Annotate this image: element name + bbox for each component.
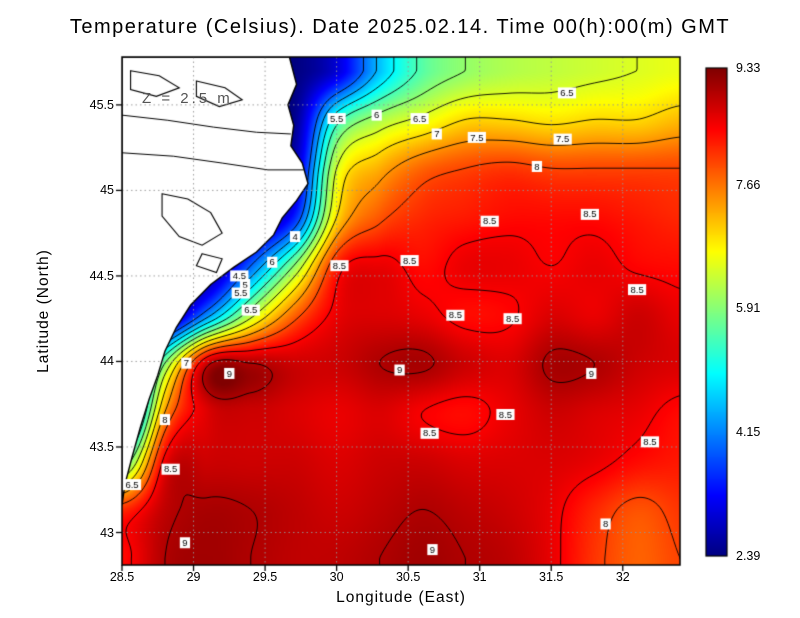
y-tick-label: 44 [100,354,114,369]
y-tick-label: 45.5 [89,97,114,112]
x-tick-label: 29 [186,570,201,584]
colorbar-tick-label: 9.33 [736,61,761,75]
x-tick-label: 31.5 [539,570,564,584]
x-tick-label: 30 [329,570,344,584]
y-tick-label: 43.5 [89,439,114,454]
colorbar-tick-label: 5.91 [736,301,761,316]
x-tick-label: 32 [615,570,630,584]
x-axis-label: Longitude (East) [336,589,466,606]
colorbar-tick-label: 4.15 [736,425,761,440]
x-tick-label: 28.5 [109,570,135,584]
x-tick-label: 29.5 [252,570,278,584]
colorbar-tick-label: 7.66 [736,178,761,193]
y-tick-label: 44.5 [89,268,114,283]
chart-title: Temperature (Celsius). Date 2025.02.14. … [69,16,731,38]
x-tick-label: 30.5 [395,570,421,584]
colorbar-tick-label: 2.39 [736,549,761,563]
y-tick-label: 43 [100,525,114,540]
depth-annotation: Z = 2.5 m [142,90,233,107]
y-axis-label: Latitude (North) [35,249,52,373]
y-tick-label: 45 [100,183,114,198]
x-tick-label: 31 [472,570,487,584]
